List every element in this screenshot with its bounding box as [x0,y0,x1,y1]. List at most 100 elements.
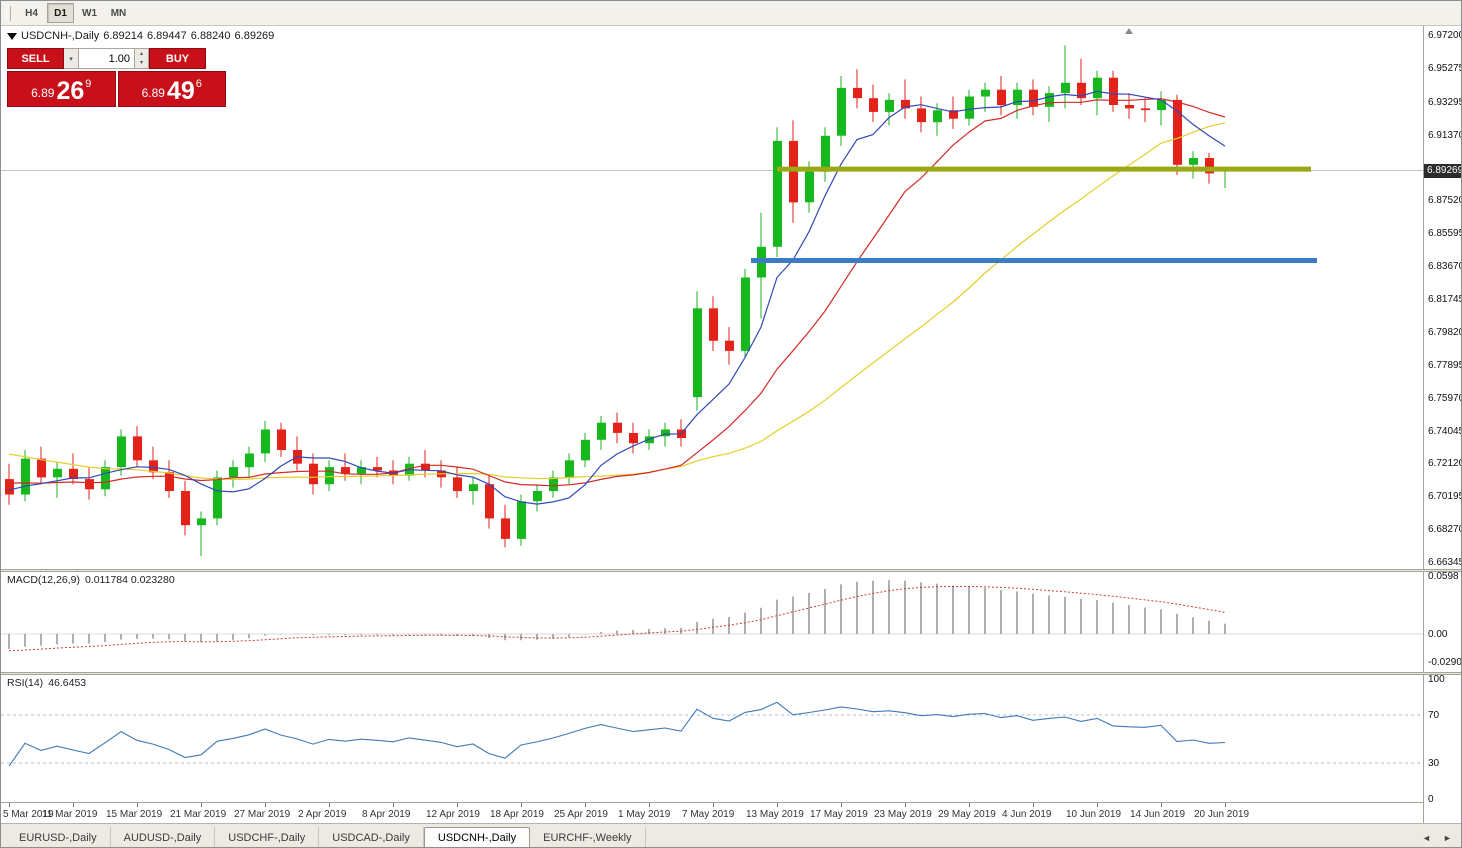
timeframe-button-h4[interactable]: H4 [25,7,38,19]
timeframe-button-mn[interactable]: MN [110,7,127,19]
date-axis-label: 27 Mar 2019 [234,809,291,820]
tabs-scroll-left-icon[interactable]: ◄ [1422,832,1431,843]
date-axis-tick [393,803,394,807]
macd-panel: MACD(12,26,9) 0.011784 0.023280 [1,572,1423,672]
date-axis-tick [1033,803,1034,807]
date-axis-label: 4 Jun 2019 [1002,809,1052,820]
price-chart-canvas[interactable] [1,26,1423,569]
chart-shift-marker-icon [1125,28,1133,34]
rsi-value: 46.6453 [48,677,87,689]
buy-price-sup: 6 [195,78,202,90]
price-axis[interactable]: 6.972006.952756.932956.913706.894456.875… [1423,26,1462,823]
macd-values: 0.011784 0.023280 [84,574,175,586]
price-axis-label: 6.87520 [1428,195,1462,207]
rsi-axis-label: 0 [1428,794,1434,805]
one-click-trading-panel: SELL ▾ ▴ ▾ BUY 6.89 26 9 6.89 49 6 [7,48,226,107]
sell-price-prefix: 6.89 [31,86,55,100]
volume-dropdown-icon[interactable]: ▾ [64,48,79,69]
rsi-axis-label: 30 [1428,758,1440,769]
date-axis-label: 13 May 2019 [746,809,804,820]
volume-decrease-icon[interactable]: ▾ [135,58,148,68]
price-axis-label: 6.70195 [1428,491,1462,503]
date-axis-label: 2 Apr 2019 [298,809,347,820]
timeframe-button-d1[interactable]: D1 [47,3,74,23]
buy-price-display[interactable]: 6.89 49 6 [117,71,226,107]
rsi-label: RSI(14) 46.6453 [7,677,91,689]
macd-axis-label: 0.0598 [1428,571,1459,582]
price-axis-label: 6.95275 [1428,62,1462,74]
chart-window[interactable]: USDCNH-,Daily 6.89214 6.89447 6.88240 6.… [1,26,1423,569]
macd-axis-label: -0.0290 [1428,657,1462,669]
timeframes-toolbar: H4 D1 W1 MN [1,1,1461,26]
date-axis-label: 29 May 2019 [938,809,996,820]
panel-splitter-top[interactable] [1,569,1461,572]
price-axis-label: 6.83670 [1428,261,1462,273]
date-axis-label: 21 Mar 2019 [170,809,227,820]
chart-ohlc-info: USDCNH-,Daily 6.89214 6.89447 6.88240 6.… [7,30,278,42]
rsi-axis-label: 100 [1428,674,1445,685]
date-axis-tick [1225,803,1226,807]
date-axis-tick [585,803,586,807]
price-axis-label: 6.91370 [1428,129,1462,141]
current-price-tag: 6.89269 [1424,163,1461,178]
date-axis-tick [649,803,650,807]
rsi-panel: RSI(14) 46.6453 [1,675,1423,802]
sell-button[interactable]: SELL [7,48,64,69]
macd-chart-canvas[interactable] [1,572,1423,672]
date-axis-tick [1161,803,1162,807]
sell-price-sup: 9 [85,78,92,90]
date-axis-tick [713,803,714,807]
price-axis-label: 6.81745 [1428,294,1462,305]
date-axis[interactable]: 5 Mar 2019 11 Mar 2019 15 Mar 2019 21 Mar 2… [1,802,1423,823]
volume-spinner: ▴ ▾ [135,48,149,69]
date-axis-tick [265,803,266,807]
price-axis-label: 6.66345 [1428,557,1462,568]
date-axis-label: 17 May 2019 [810,809,868,820]
buy-button[interactable]: BUY [149,48,206,69]
date-axis-tick [1097,803,1098,807]
date-axis-label: 18 Apr 2019 [490,809,544,820]
chart-tab-usdchf-daily[interactable]: USDCHF-,Daily [215,827,320,847]
chart-tab-audusd-daily[interactable]: AUDUSD-,Daily [111,827,216,847]
timeframe-button-w1[interactable]: W1 [82,7,97,19]
panel-splitter-bottom[interactable] [1,672,1461,675]
price-axis-label: 6.77895 [1428,359,1462,371]
chart-tab-usdcad-daily[interactable]: USDCAD-,Daily [319,827,424,847]
rsi-chart-canvas[interactable] [1,675,1423,802]
macd-axis-label: 0.00 [1428,629,1448,640]
date-axis-tick [329,803,330,807]
volume-increase-icon[interactable]: ▴ [135,49,148,59]
toolbar-grip[interactable] [6,5,11,21]
date-axis-tick [457,803,458,807]
sell-price-big: 26 [56,77,85,105]
buy-price-big: 49 [166,77,195,105]
ohlc-high: 6.89447 [147,30,187,42]
chart-tab-eurchf-weekly[interactable]: EURCHF-,Weekly [530,827,646,847]
date-axis-label: 5 Mar 2019 [3,809,54,820]
rsi-name: RSI(14) [7,677,44,689]
date-axis-tick [73,803,74,807]
tabs-scroll-right-icon[interactable]: ► [1443,832,1452,843]
date-axis-label: 8 Apr 2019 [362,809,411,820]
macd-name: MACD(12,26,9) [7,574,80,586]
chart-tab-usdcnh-daily[interactable]: USDCNH-,Daily [423,827,531,847]
date-axis-label: 23 May 2019 [874,809,932,820]
ohlc-low: 6.88240 [190,30,231,42]
date-axis-label: 25 Apr 2019 [554,809,608,820]
date-axis-label: 10 Jun 2019 [1066,809,1122,820]
volume-input[interactable] [79,48,135,69]
price-axis-label: 6.75970 [1428,392,1462,404]
chart-tab-eurusd-daily[interactable]: EURUSD-,Daily [6,827,111,847]
one-click-toggle-icon[interactable] [7,32,17,40]
chart-tabs: EURUSD-,Daily AUDUSD-,Daily USDCHF-,Daily U… [6,827,646,847]
sell-price-display[interactable]: 6.89 26 9 [7,71,116,107]
date-axis-label: 20 Jun 2019 [1194,809,1250,820]
date-axis-tick [841,803,842,807]
price-axis-label: 6.97200 [1428,30,1462,41]
tabs-scroll: ◄ ► [1416,828,1458,847]
chart-tabs-bar: EURUSD-,Daily AUDUSD-,Daily USDCHF-,Daily U… [1,823,1461,847]
date-axis-label: 11 Mar 2019 [42,809,98,820]
date-axis-tick [201,803,202,807]
date-axis-tick [521,803,522,807]
